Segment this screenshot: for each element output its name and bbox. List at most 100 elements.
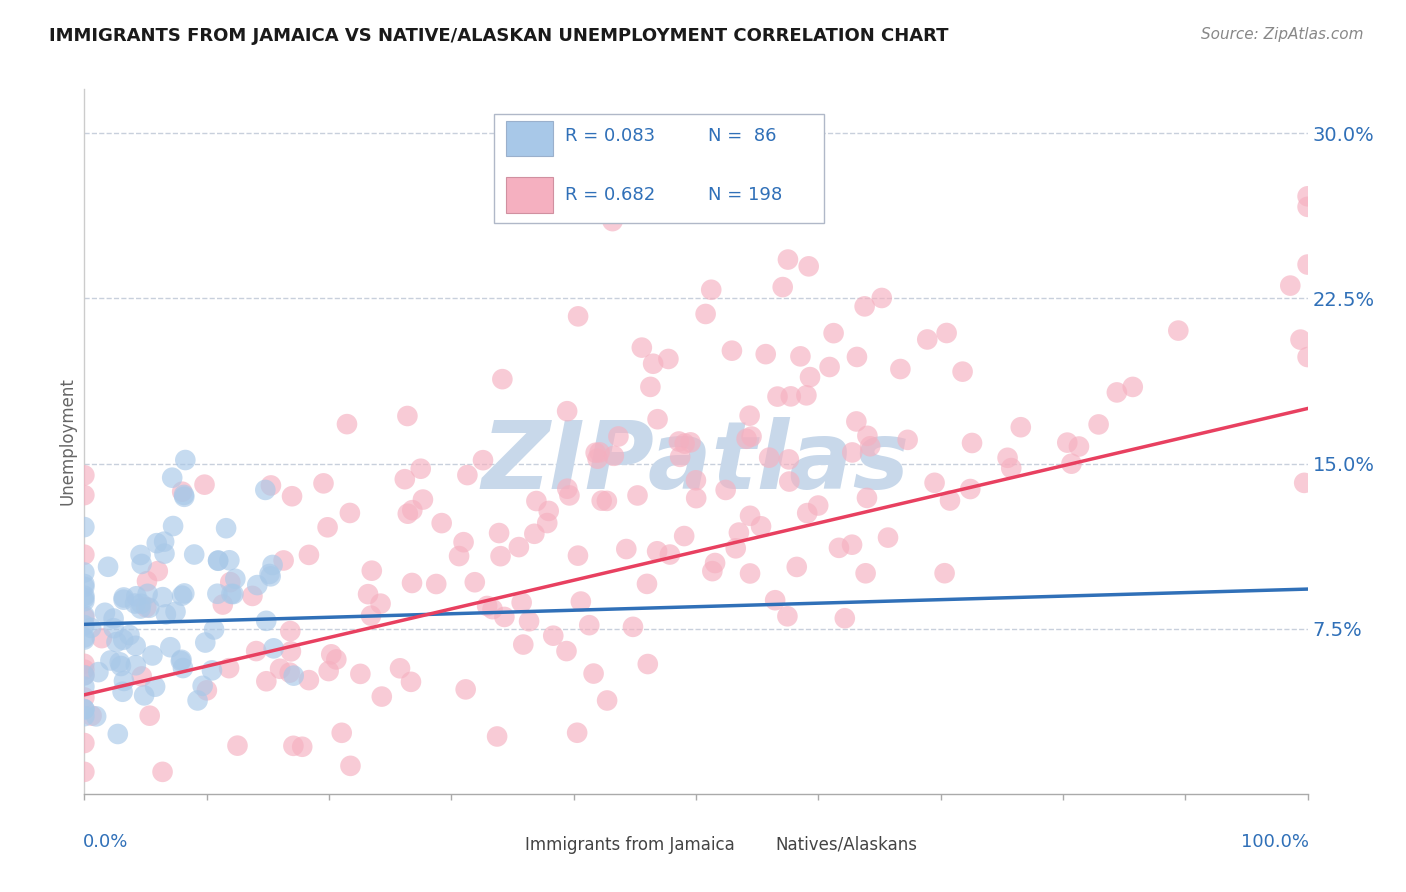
Point — [259, 566, 281, 581]
Point — [917, 333, 939, 347]
Point — [73, 618, 96, 632]
Point — [207, 587, 229, 601]
Point — [73, 520, 96, 534]
Text: Immigrants from Jamaica: Immigrants from Jamaica — [524, 836, 734, 854]
Point — [536, 516, 558, 530]
Point — [728, 525, 751, 540]
Point — [673, 436, 696, 450]
Point — [453, 535, 475, 549]
Point — [685, 491, 707, 505]
Point — [555, 644, 578, 658]
Point — [959, 482, 981, 496]
Point — [799, 370, 821, 384]
Y-axis label: Unemployment: Unemployment — [58, 377, 76, 506]
Point — [789, 350, 811, 364]
Point — [877, 531, 900, 545]
Point — [1060, 457, 1083, 471]
Point — [94, 606, 117, 620]
Point — [73, 657, 96, 671]
Point — [738, 566, 761, 581]
Point — [73, 591, 96, 606]
Point — [512, 638, 534, 652]
Point — [73, 632, 96, 647]
Point — [517, 614, 540, 628]
Point — [555, 482, 578, 496]
Point — [859, 439, 882, 453]
Point — [1296, 258, 1319, 272]
Point — [841, 538, 863, 552]
Point — [283, 739, 305, 753]
Point — [845, 414, 868, 428]
Point — [124, 597, 146, 611]
Point — [741, 429, 763, 443]
Point — [141, 648, 163, 663]
Point — [510, 595, 533, 609]
Point — [567, 549, 589, 563]
Point — [246, 578, 269, 592]
Point — [226, 739, 249, 753]
Point — [658, 548, 681, 562]
Point — [758, 450, 780, 465]
Point — [135, 600, 157, 615]
Point — [818, 359, 841, 374]
Point — [489, 549, 512, 564]
Point — [254, 614, 277, 628]
Point — [640, 380, 662, 394]
Point — [73, 668, 96, 682]
Point — [856, 491, 879, 505]
Point — [73, 608, 96, 623]
Point — [582, 666, 605, 681]
Point — [1296, 200, 1319, 214]
Point — [846, 350, 869, 364]
Point — [73, 488, 96, 502]
Point — [281, 489, 304, 503]
Point — [1167, 324, 1189, 338]
Point — [456, 468, 478, 483]
FancyBboxPatch shape — [506, 178, 553, 212]
Point — [187, 693, 209, 707]
Point — [291, 739, 314, 754]
Point — [172, 661, 194, 675]
Point — [129, 548, 152, 562]
Point — [449, 549, 471, 563]
Point — [245, 644, 267, 658]
Point — [537, 504, 560, 518]
Point — [494, 610, 516, 624]
Point — [389, 661, 412, 675]
Point — [349, 666, 371, 681]
Point — [841, 445, 863, 459]
Point — [193, 477, 215, 491]
Point — [100, 653, 122, 667]
Point — [202, 623, 225, 637]
Point — [630, 341, 652, 355]
Point — [772, 280, 794, 294]
Point — [939, 493, 962, 508]
Point — [195, 683, 218, 698]
FancyBboxPatch shape — [742, 835, 769, 857]
Point — [218, 661, 240, 675]
Point — [776, 252, 799, 267]
Point — [472, 453, 495, 467]
Point — [558, 488, 581, 502]
Point — [1010, 420, 1032, 434]
Point — [73, 594, 96, 608]
Point — [73, 680, 96, 694]
Point — [636, 577, 658, 591]
Point — [602, 214, 624, 228]
Point — [1122, 380, 1144, 394]
Point — [162, 519, 184, 533]
Point — [112, 591, 135, 605]
Point — [454, 682, 477, 697]
Point — [170, 653, 193, 667]
Text: 0.0%: 0.0% — [83, 832, 128, 851]
Point — [207, 553, 229, 567]
Point — [1294, 475, 1316, 490]
Point — [73, 663, 96, 677]
Point — [173, 586, 195, 600]
Point — [1279, 278, 1302, 293]
Point — [80, 708, 103, 723]
Point — [934, 566, 956, 581]
Point — [607, 429, 630, 443]
Point — [153, 547, 176, 561]
Point — [645, 544, 668, 558]
